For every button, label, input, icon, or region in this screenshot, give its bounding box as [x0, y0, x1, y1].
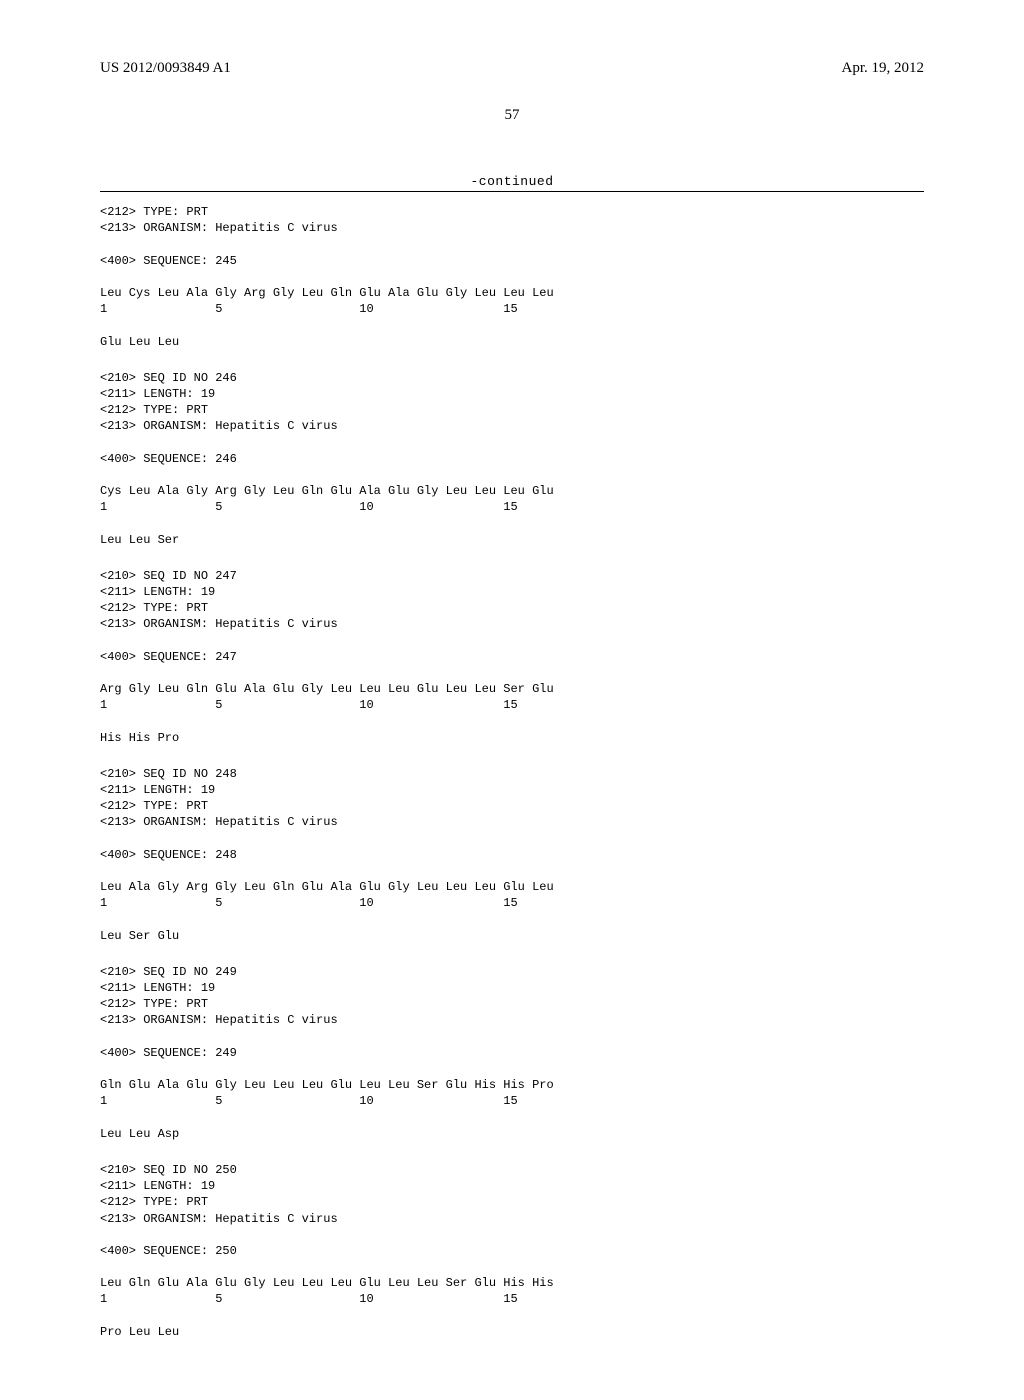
publication-date: Apr. 19, 2012	[842, 60, 925, 77]
continued-label: -continued	[100, 174, 924, 189]
sequence-block: <210> SEQ ID NO 246 <211> LENGTH: 19 <21…	[100, 370, 924, 548]
page-container: US 2012/0093849 A1 Apr. 19, 2012 57 -con…	[0, 0, 1024, 1400]
sequence-block: <210> SEQ ID NO 250 <211> LENGTH: 19 <21…	[100, 1162, 924, 1340]
page-header: US 2012/0093849 A1 Apr. 19, 2012	[100, 60, 924, 77]
sequence-block: <210> SEQ ID NO 248 <211> LENGTH: 19 <21…	[100, 766, 924, 944]
sequence-block: <210> SEQ ID NO 247 <211> LENGTH: 19 <21…	[100, 568, 924, 746]
sequence-listing: <212> TYPE: PRT <213> ORGANISM: Hepatiti…	[100, 204, 924, 1340]
sequence-block: <212> TYPE: PRT <213> ORGANISM: Hepatiti…	[100, 204, 924, 350]
publication-number: US 2012/0093849 A1	[100, 60, 231, 77]
divider	[100, 191, 924, 192]
sequence-block: <210> SEQ ID NO 249 <211> LENGTH: 19 <21…	[100, 964, 924, 1142]
page-number: 57	[100, 107, 924, 124]
